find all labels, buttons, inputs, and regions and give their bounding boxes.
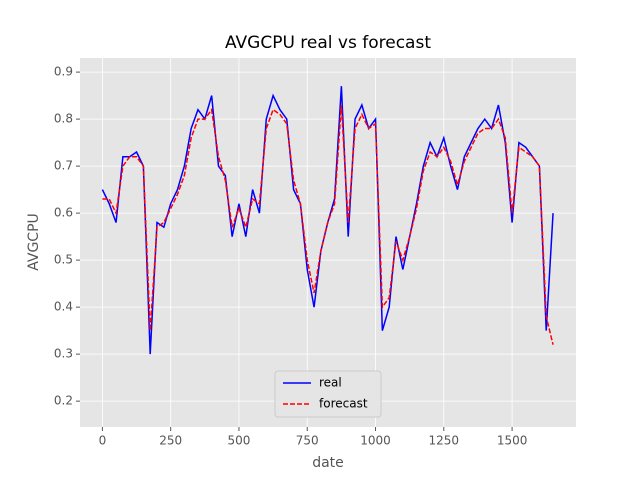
y-tick-label: 0.8	[54, 112, 73, 126]
x-axis-label: date	[312, 455, 344, 471]
y-tick-label: 0.3	[54, 347, 73, 361]
y-tick-label: 0.5	[54, 253, 73, 267]
line-series	[102, 104, 554, 345]
x-tick-label: 500	[228, 434, 251, 448]
y-tick-label: 0.6	[54, 206, 73, 220]
x-tick-label: 0	[99, 434, 107, 448]
y-tick-label: 0.7	[54, 159, 73, 173]
x-tick-label: 750	[296, 434, 319, 448]
x-tick-label: 1500	[497, 434, 528, 448]
x-tick-label: 250	[159, 434, 182, 448]
x-tick-label: 1000	[360, 434, 391, 448]
y-tick-label: 0.2	[54, 394, 73, 408]
y-axis-label: AVGCPU	[26, 213, 42, 271]
legend-label: real	[319, 376, 342, 390]
legend-label: forecast	[319, 397, 368, 411]
y-tick-label: 0.4	[54, 300, 73, 314]
y-tick-label: 0.9	[54, 65, 73, 79]
x-tick-label: 1250	[429, 434, 460, 448]
chart-title: AVGCPU real vs forecast	[225, 33, 431, 53]
